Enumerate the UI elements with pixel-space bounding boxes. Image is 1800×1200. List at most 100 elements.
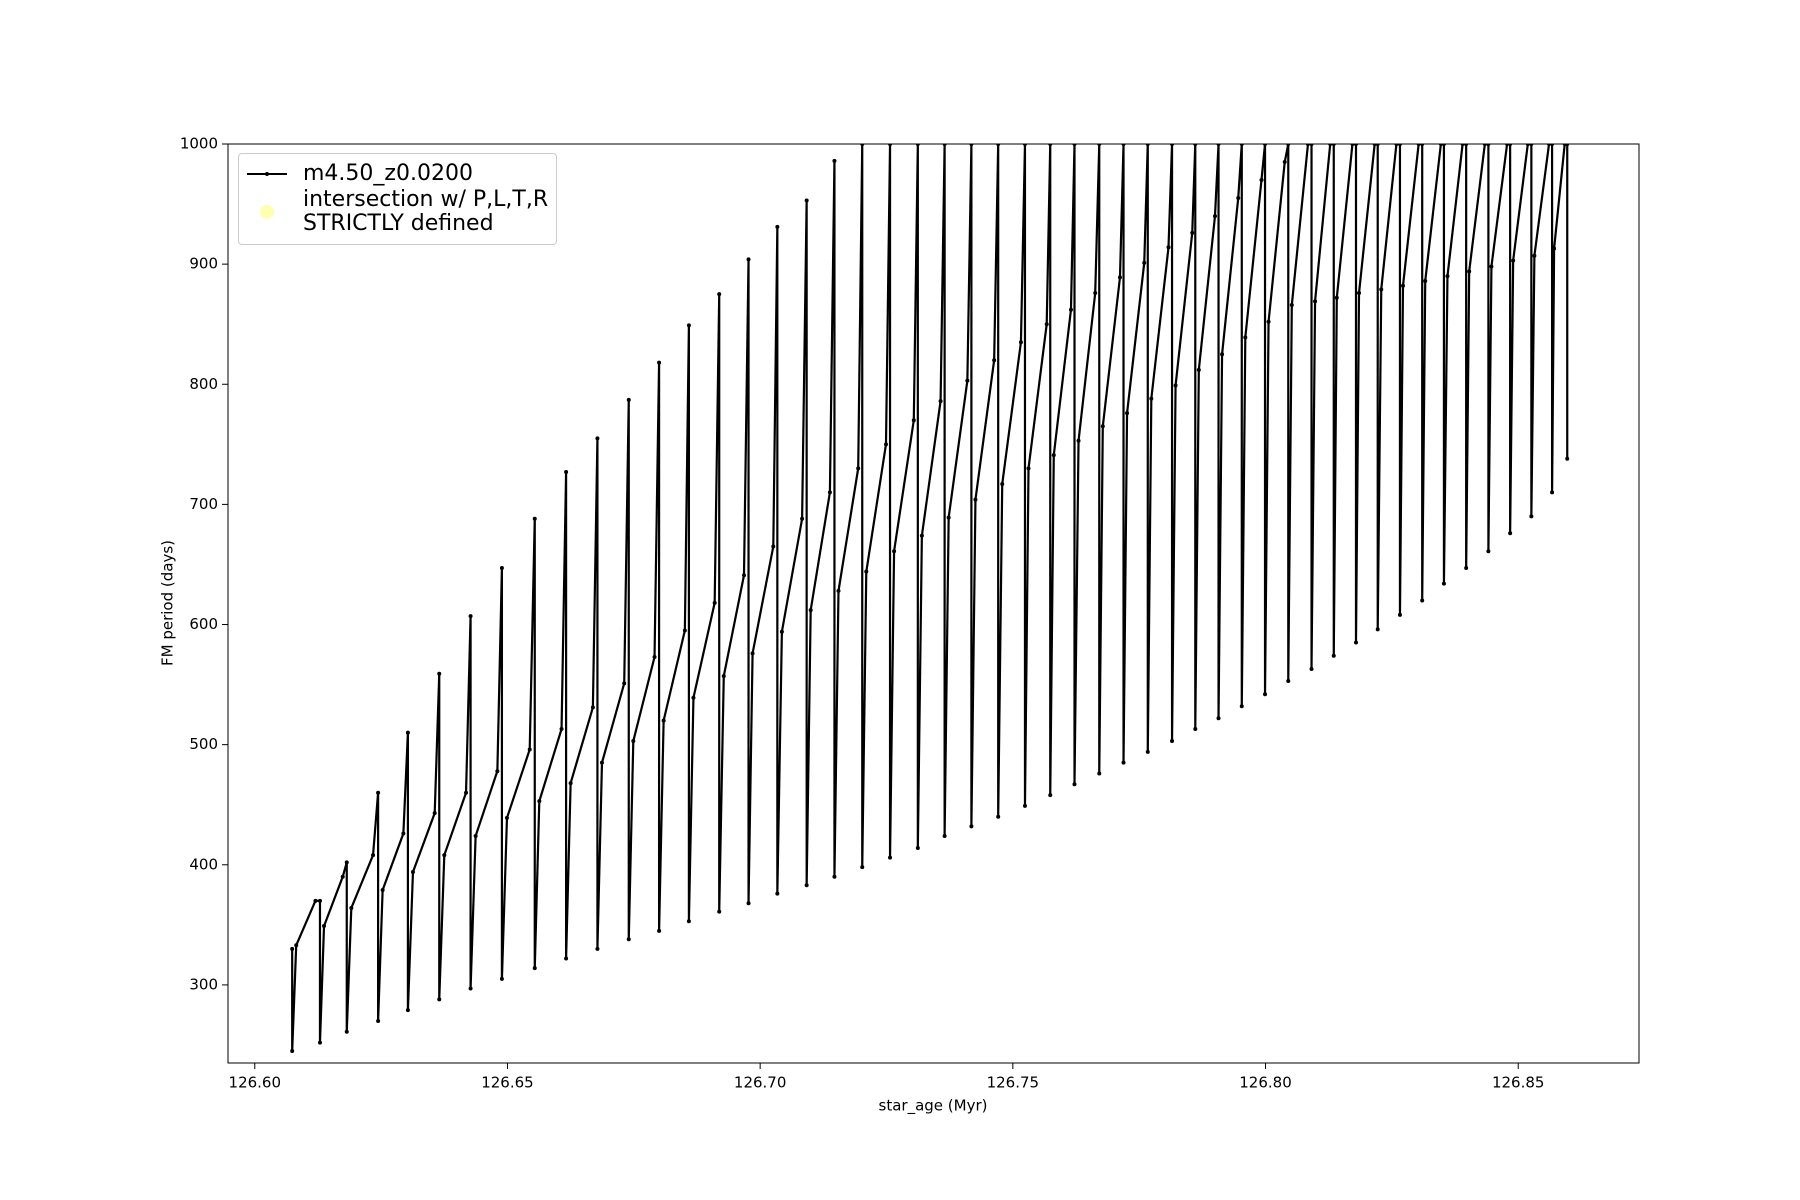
data-point	[464, 790, 469, 795]
data-point	[1334, 295, 1339, 300]
data-point	[568, 781, 573, 786]
data-point	[340, 874, 345, 879]
data-point	[775, 224, 780, 229]
data-point	[1117, 275, 1122, 280]
data-point	[322, 924, 327, 929]
data-point	[1552, 246, 1557, 251]
legend-entry: intersection w/ P,L,T,R STRICTLY defined	[245, 188, 548, 236]
data-point	[1190, 230, 1195, 235]
data-point	[405, 1008, 410, 1013]
x-tick-label: 126.60	[229, 1074, 282, 1092]
data-point	[595, 946, 600, 951]
data-point	[919, 533, 924, 538]
data-point	[771, 544, 776, 549]
data-point	[691, 695, 696, 700]
data-point	[1121, 760, 1126, 765]
data-point	[1331, 653, 1336, 658]
data-point	[1239, 704, 1244, 709]
data-point	[1532, 253, 1537, 258]
y-tick-label: 500	[189, 735, 218, 753]
data-point	[1423, 278, 1428, 283]
data-point	[380, 888, 385, 893]
data-point	[1220, 352, 1225, 357]
x-axis-label: star_age (Myr)	[879, 1097, 988, 1116]
data-point	[564, 469, 569, 474]
data-point	[915, 845, 920, 850]
data-point	[1196, 367, 1201, 372]
data-point	[682, 628, 687, 633]
data-point	[717, 292, 722, 297]
data-point	[686, 919, 691, 924]
data-point	[559, 727, 564, 732]
legend: m4.50_z0.0200 intersection w/ P,L,T,R STR…	[238, 153, 558, 245]
data-point	[504, 815, 509, 820]
data-point	[996, 814, 1001, 819]
data-point	[1145, 749, 1150, 754]
data-point	[832, 158, 837, 163]
data-point	[499, 976, 504, 981]
data-line	[291, 144, 1569, 1052]
data-point	[657, 360, 662, 365]
data-point	[1093, 290, 1098, 295]
data-point	[468, 614, 473, 619]
data-point	[532, 516, 537, 521]
data-point	[775, 891, 780, 896]
data-point	[532, 966, 537, 971]
data-point	[313, 898, 318, 903]
data-point	[969, 824, 974, 829]
y-tick-label: 600	[189, 615, 218, 633]
data-point	[1565, 456, 1570, 461]
data-point	[1489, 264, 1494, 269]
data-point	[992, 358, 997, 363]
x-tick-label: 126.65	[481, 1074, 534, 1092]
data-point	[290, 1048, 295, 1053]
data-point	[712, 600, 717, 605]
y-tick-label: 800	[189, 375, 218, 393]
data-point	[349, 906, 354, 911]
data-point	[686, 323, 691, 328]
x-tick-label: 126.70	[734, 1074, 787, 1092]
data-point	[626, 397, 631, 402]
data-point	[564, 956, 569, 961]
data-point	[864, 569, 869, 574]
data-point	[657, 928, 662, 933]
data-point	[832, 874, 837, 879]
data-point	[965, 378, 970, 383]
data-point	[1464, 566, 1469, 571]
data-point	[405, 730, 410, 735]
data-point	[1142, 260, 1147, 265]
legend-marker	[260, 205, 274, 219]
data-point	[750, 651, 755, 656]
data-point	[344, 860, 349, 865]
data-point	[800, 516, 805, 521]
data-point	[1018, 340, 1023, 345]
data-point	[946, 515, 951, 520]
data-point	[1289, 302, 1294, 307]
y-tick-label: 700	[189, 495, 218, 513]
data-point	[911, 418, 916, 423]
data-point	[1467, 269, 1472, 274]
data-point	[1397, 612, 1402, 617]
data-point	[746, 257, 751, 262]
data-point	[804, 198, 809, 203]
data-point	[473, 833, 478, 838]
legend-marker	[265, 172, 269, 176]
data-point	[652, 654, 657, 659]
data-point	[883, 442, 888, 447]
data-point	[1353, 640, 1358, 645]
data-point	[1511, 258, 1516, 263]
data-point	[1149, 396, 1154, 401]
data-point	[290, 946, 295, 951]
data-point	[437, 671, 442, 676]
data-point	[1309, 666, 1314, 671]
data-point	[860, 865, 865, 870]
data-point	[631, 739, 636, 744]
data-point	[1068, 307, 1073, 312]
legend-swatch	[247, 172, 287, 176]
data-point	[1022, 803, 1027, 808]
data-point	[827, 490, 832, 495]
data-point	[376, 790, 381, 795]
data-point	[294, 943, 299, 948]
data-point	[1100, 424, 1105, 429]
